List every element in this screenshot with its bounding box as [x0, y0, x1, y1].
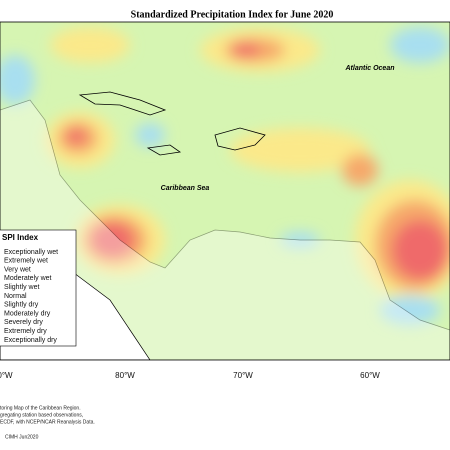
lon-label: 80°W: [115, 371, 135, 380]
legend-item: Extremely wet: [4, 258, 48, 265]
lon-label: 70°W: [233, 371, 253, 380]
legend-item: Moderately dry: [4, 310, 51, 317]
map-frame: [0, 21, 450, 361]
legend-item: Normal: [4, 293, 27, 300]
footnote-line: ECDF, with NCEP/NCAR Reanalysis Data.: [0, 419, 95, 425]
lon-labels: 0°W 80°W 70°W 60°W: [0, 371, 380, 380]
footnote: toring Map of the Caribbean Region.grega…: [0, 405, 95, 425]
legend-item: Slightly wet: [4, 284, 39, 291]
legend-title: SPI Index: [2, 233, 39, 242]
legend-item: Slightly dry: [4, 302, 39, 309]
legend-item: Very wet: [4, 266, 31, 273]
legend-item: Exceptionally wet: [4, 249, 58, 256]
title: Standardized Precipitation Index for Jun…: [131, 9, 334, 20]
lon-label: 60°W: [360, 371, 380, 380]
legend-item: Moderately wet: [4, 275, 52, 282]
credit: CIMH Jun2020: [5, 434, 39, 440]
sea-label: Caribbean Sea: [161, 185, 210, 192]
ocean-label: Atlantic Ocean: [344, 65, 394, 72]
legend-item: Severely dry: [4, 319, 43, 326]
lon-label: 0°W: [0, 371, 13, 380]
footnote-line: gregating station based observations,: [0, 412, 83, 418]
footnote-line: toring Map of the Caribbean Region.: [0, 405, 81, 411]
legend-item: Extremely dry: [4, 328, 47, 335]
legend-item: Exceptionally dry: [4, 337, 57, 344]
legend-box: [0, 229, 77, 347]
